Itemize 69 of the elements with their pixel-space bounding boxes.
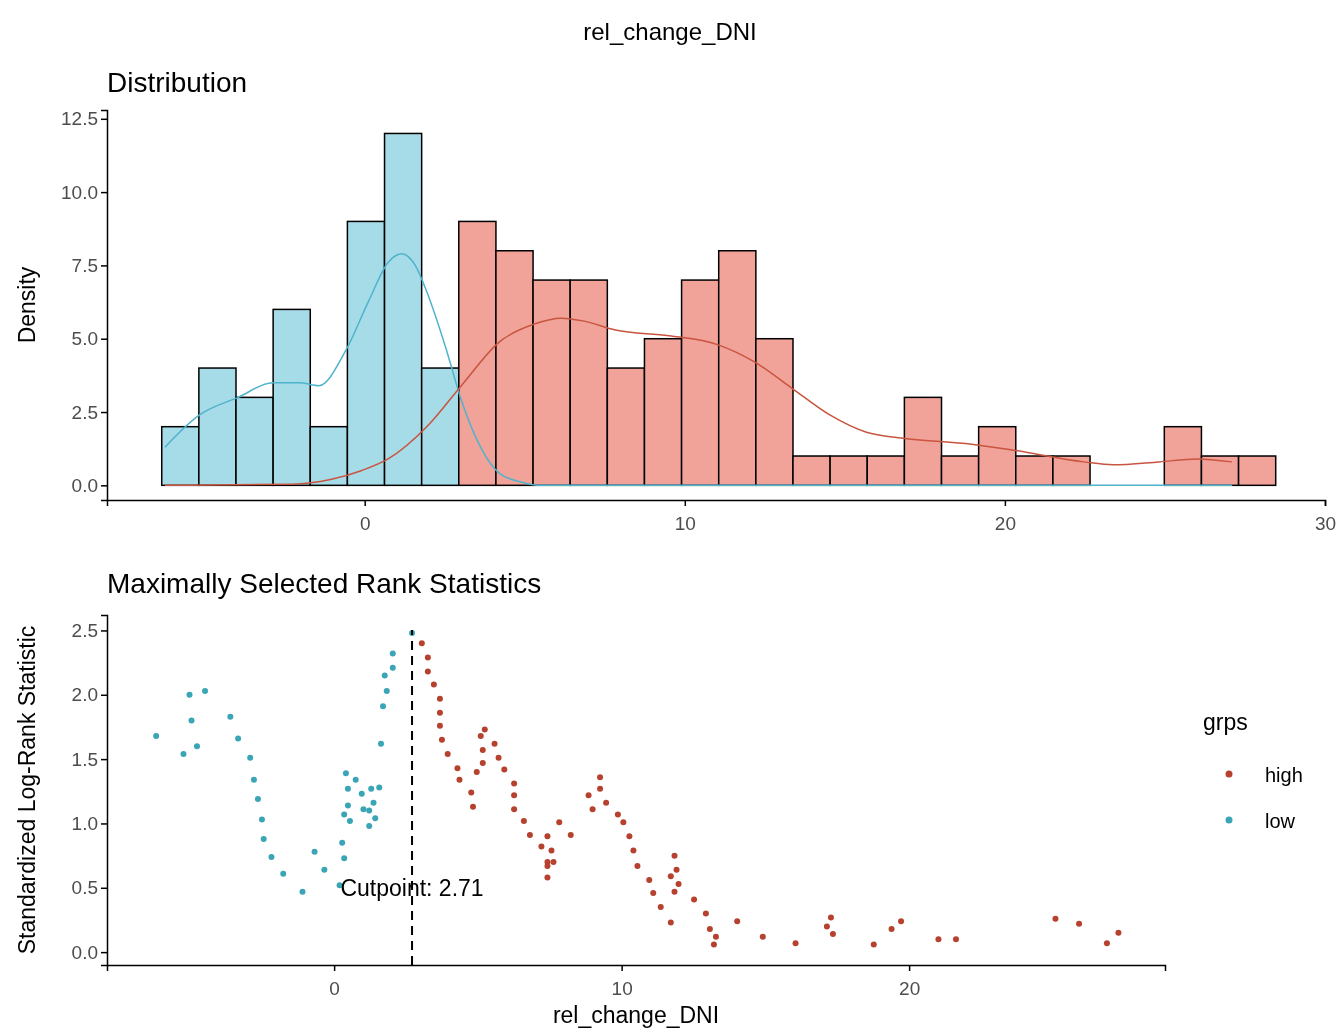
x-tick-label: 10 [674,512,696,534]
point [344,785,351,792]
point [280,870,287,877]
y-tick-label: 0.5 [71,877,98,899]
legend-label: high [1265,764,1303,786]
y-tick-label: 12.5 [61,108,98,130]
point [258,816,265,823]
point [202,687,209,694]
x-tick-label: 10 [611,977,633,999]
point [366,823,373,830]
point [358,790,365,797]
point [227,713,234,720]
point [153,732,160,739]
point [235,735,242,742]
point [344,802,351,809]
x-tick-label: 0 [329,977,340,999]
y-tick-label: 1.5 [71,748,98,770]
point [368,785,375,792]
point [377,740,384,747]
annotation: Cutpoint: 2.71 [340,874,484,901]
point [254,796,261,803]
x-tick-label: 30 [1314,512,1337,534]
y-tick-label: 10.0 [61,181,98,203]
point [250,776,257,783]
point [372,815,379,822]
y-tick-label: 2.0 [71,684,98,706]
legend-label: low [1265,810,1296,832]
point [352,776,359,783]
point [376,784,383,791]
x-tick-label: 0 [359,512,371,534]
point [321,866,328,873]
x-tick-label: 20 [994,512,1016,534]
point [260,835,267,842]
y-tick-label: 5.0 [71,328,98,350]
chart-subtitle: Distribution [107,67,248,98]
y-tick-label: 0.0 [71,474,98,496]
point [247,754,254,761]
y-axis-title: Density [14,266,40,344]
point [366,807,373,814]
y-tick-label: 1.0 [71,813,98,835]
point [346,817,353,824]
chart-title: rel_change_DNI [583,18,757,45]
point [268,853,275,860]
point [342,770,349,777]
x-axis-title: rel_change_DNI [552,1002,720,1028]
chart-title: Maximally Selected Rank Statistics [107,568,542,599]
y-tick-label: 7.5 [71,254,98,276]
y-tick-label: 0.0 [71,941,98,963]
point [341,855,348,862]
point [389,650,396,657]
point [299,888,306,895]
point [339,839,346,846]
y-tick-label: 2.5 [71,620,98,642]
point [380,703,386,710]
x-tick-label: 20 [899,977,921,999]
legend-title: grps [1203,709,1248,735]
point [381,672,388,679]
point [188,717,195,724]
point [370,799,377,806]
point [186,691,193,698]
point [341,811,348,818]
point [360,806,367,813]
point [180,750,187,757]
y-axis-title: Standardized Log-Rank Statistic [14,625,40,955]
y-tick-label: 2.5 [71,401,98,423]
point [383,687,390,694]
point [193,743,200,750]
point [311,848,318,855]
point [389,664,396,671]
